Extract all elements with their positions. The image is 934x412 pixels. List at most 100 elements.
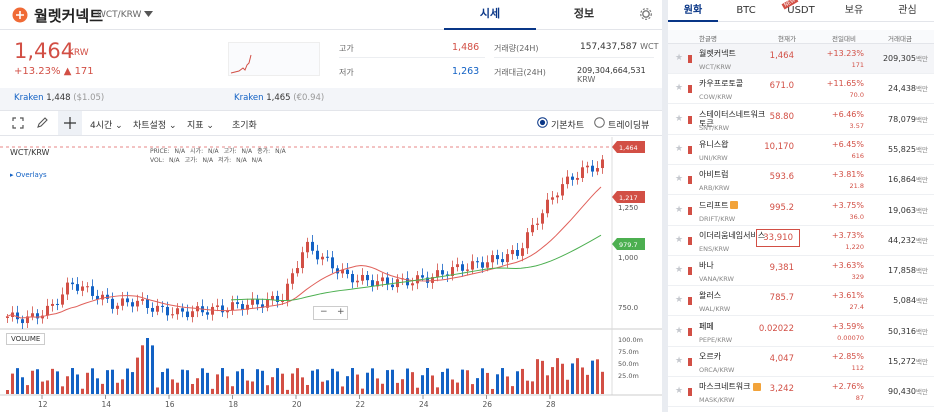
coin-name: 페페 <box>699 321 714 331</box>
table-row[interactable]: ★ 아비트럼 ARB/KRW 593.6 +3.81% 21.8 16,864백만 <box>668 165 934 196</box>
trade-volume: 17,858백만 <box>888 266 928 276</box>
volume-bar <box>361 388 364 394</box>
zoom-in-button[interactable]: + <box>337 307 345 317</box>
crosshair-icon[interactable] <box>64 117 76 129</box>
candle-body <box>236 302 239 305</box>
star-icon[interactable]: ★ <box>675 174 684 185</box>
tab-usdt[interactable]: USDT <box>787 5 815 16</box>
candle-body <box>366 274 369 281</box>
table-row[interactable]: ★ 유니스왑 UNI/KRW 10,170 +6.45% 616 55,825백만 <box>668 135 934 165</box>
candle-body <box>91 286 94 296</box>
table-row[interactable]: ★ 카우프로토콜 COW/KRW 671.0 +11.65% 70.0 24,438백만 <box>668 74 934 105</box>
tab-krw[interactable]: 원화 <box>668 0 718 22</box>
table-row[interactable]: ★ 월렛커넥트 WCT/KRW 1,464 +13.23% 171 209,305백만 <box>668 44 934 74</box>
change-percent: +13.23% <box>14 66 61 77</box>
vol-tick-label: 50.0m <box>618 360 639 368</box>
tradingview-label[interactable]: 트레이딩뷰 <box>608 121 650 131</box>
candle-body <box>66 282 69 295</box>
star-icon[interactable]: ★ <box>675 204 684 215</box>
candle-body <box>331 257 334 269</box>
star-icon[interactable]: ★ <box>675 386 684 397</box>
candle-body <box>341 269 344 274</box>
volume-bar <box>501 368 504 394</box>
change-percent: +2.76% <box>831 382 864 392</box>
candle-body <box>461 264 464 271</box>
table-row[interactable]: ★ 드리프트 DRIFT/KRW 995.2 +3.75% 36.0 19,063백만 <box>668 196 934 226</box>
star-icon[interactable]: ★ <box>675 113 684 124</box>
candle-body <box>416 275 419 284</box>
star-icon[interactable]: ★ <box>675 295 684 306</box>
coin-header <box>0 0 662 30</box>
candle-body <box>161 305 164 307</box>
candle-body <box>246 304 249 310</box>
coin-dropdown-icon[interactable] <box>144 11 153 18</box>
star-icon[interactable]: ★ <box>675 356 684 366</box>
star-icon[interactable]: ★ <box>675 83 684 94</box>
candlestick-chart[interactable]: 1,250 1,000 750.0 1,464 1,217 979.7 100.0m 75.0… <box>0 137 662 412</box>
col-name[interactable]: 한글명 <box>699 35 717 43</box>
table-row[interactable]: ★ 스테이터스네트워크토큰 SNT/KRW 58.80 +6.46% 3.57 78,079… <box>668 105 934 135</box>
kraken-eur[interactable]: Kraken 1,465 (€0.94) <box>234 93 325 103</box>
gear-icon[interactable] <box>640 8 652 20</box>
tab-quote[interactable]: 시세 <box>444 0 536 30</box>
star-icon[interactable]: ★ <box>675 234 684 245</box>
star-icon[interactable]: ★ <box>675 53 684 63</box>
volume-bar <box>346 376 349 394</box>
table-row[interactable]: ★ 바나 VANA/KRW 9,381 +3.63% 329 17,858백만 <box>668 256 934 287</box>
candle-icon <box>688 388 692 397</box>
volume-bar <box>151 345 154 394</box>
volume-bar <box>471 384 474 394</box>
table-row[interactable]: ★ 왈러스 WAL/KRW 785.7 +3.61% 27.4 5,084백만 <box>668 286 934 317</box>
x-tick-label: 22 <box>356 400 366 409</box>
volume-bar <box>416 387 419 394</box>
low-value: 1,263 <box>452 66 480 77</box>
interval-select[interactable]: 4시간 ⌄ <box>90 121 123 131</box>
volume-label: 거래량(24H) <box>494 44 539 53</box>
kraken-usd[interactable]: Kraken 1,448 ($1.05) <box>14 93 105 103</box>
candle-body <box>316 250 319 260</box>
table-row[interactable]: ★ 페페 PEPE/KRW 0.02022 +3.59% 0.00070 50,316백만 <box>668 317 934 347</box>
candle-icon <box>688 327 692 336</box>
tab-favorite[interactable]: 관심 <box>898 5 917 16</box>
coin-code: UNI/KRW <box>699 153 728 162</box>
tab-owned[interactable]: 보유 <box>844 5 864 16</box>
tab-btc[interactable]: BTC <box>736 5 756 16</box>
star-icon[interactable]: ★ <box>675 325 684 336</box>
volume-bar <box>336 371 339 394</box>
change-value: 36.0 <box>849 212 864 221</box>
col-volume[interactable]: 거래대금 <box>888 35 912 43</box>
volume-bar <box>206 372 209 394</box>
coin-code: DRIFT/KRW <box>699 214 736 223</box>
volume-bar <box>261 370 264 394</box>
volume-bar <box>86 372 89 394</box>
col-change[interactable]: 전일대비 <box>832 35 856 43</box>
fullscreen-icon[interactable] <box>12 117 24 129</box>
reset-button[interactable]: 초기화 <box>232 121 257 131</box>
basic-chart-label[interactable]: 기본차트 <box>551 121 585 131</box>
candle-body <box>81 286 84 291</box>
table-row[interactable]: ★ 오르카 ORCA/KRW 4,047 +2.85% 112 15,272백만 <box>668 347 934 377</box>
radio-basic-chart[interactable] <box>537 117 548 128</box>
warning-icon <box>752 382 761 391</box>
indicators-menu[interactable]: 지표 ⌄ <box>187 121 214 131</box>
candle-body <box>426 277 429 283</box>
col-price[interactable]: 현재가 <box>778 35 796 43</box>
radio-tradingview[interactable] <box>594 117 605 128</box>
pencil-icon[interactable] <box>36 117 48 129</box>
volume-bar <box>551 367 554 394</box>
overlays-toggle[interactable]: ▸ Overlays <box>10 171 47 179</box>
zoom-out-button[interactable]: − <box>320 307 328 317</box>
star-icon[interactable]: ★ <box>675 143 684 154</box>
chart-settings-menu[interactable]: 차트설정 ⌄ <box>133 121 177 131</box>
tab-info[interactable]: 정보 <box>573 7 595 20</box>
table-row[interactable]: ★ 이더리움네임서비스 ENS/KRW 33,910 +3.73% 1,220 44,232… <box>668 226 934 256</box>
candle-body <box>21 319 24 324</box>
star-icon[interactable]: ★ <box>675 265 684 276</box>
volume-bar <box>421 375 424 394</box>
candle-body <box>136 300 139 307</box>
table-row[interactable]: ★ 마스크네트워크 MASK/KRW 3,242 +2.76% 87 90,430백만 <box>668 377 934 408</box>
ma-short-line <box>5 186 602 319</box>
candle-body <box>251 298 254 305</box>
x-tick-label: 12 <box>38 400 48 409</box>
volume-bar <box>311 370 314 394</box>
